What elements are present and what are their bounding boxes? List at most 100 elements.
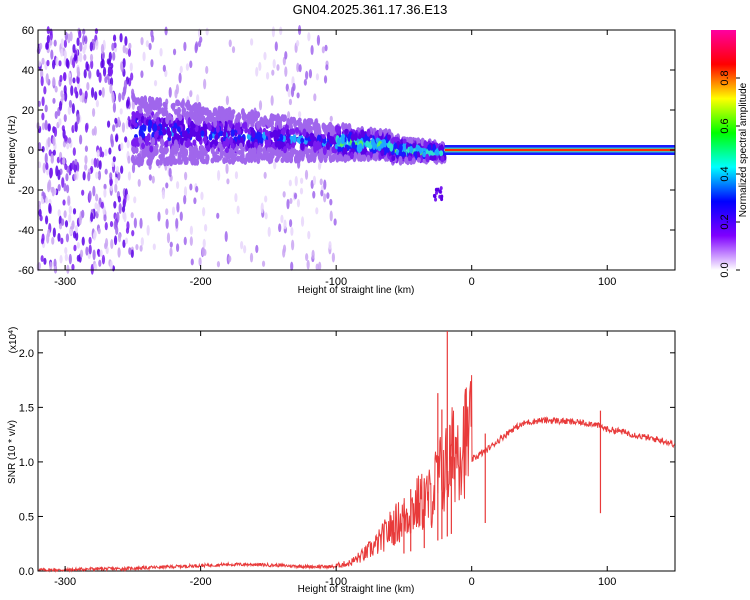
heatmap-cell — [138, 136, 143, 145]
heatmap-cell — [98, 259, 102, 267]
heatmap-cell — [40, 237, 45, 245]
heatmap-cell — [280, 214, 284, 224]
heatmap-cell — [45, 196, 49, 204]
heatmap-cell — [109, 221, 114, 228]
heatmap-cell — [63, 114, 67, 123]
heatmap-cell — [416, 157, 421, 163]
heatmap-cell — [228, 39, 232, 48]
heatmap-cell — [267, 226, 271, 238]
heatmap-cell — [183, 130, 188, 140]
heatmap-cell — [60, 218, 65, 226]
heatmap-cell — [346, 155, 351, 162]
heatmap-cell — [96, 149, 100, 158]
heatmap-cell — [303, 79, 307, 86]
heatmap-cell — [71, 263, 75, 271]
heatmap-cell — [193, 102, 198, 110]
snr-x-tick-label: -200 — [190, 576, 212, 588]
heatmap-cell — [123, 194, 127, 205]
heatmap-cell — [142, 51, 146, 62]
heatmap-cell — [71, 160, 76, 170]
heatmap-cell — [228, 255, 232, 263]
heatmap-cell — [298, 121, 303, 130]
heatmap-cell — [183, 41, 187, 52]
heatmap-cell — [312, 140, 317, 149]
heatmap-cell — [71, 220, 75, 230]
heatmap-cell — [268, 116, 273, 123]
heatmap-cell — [104, 168, 108, 175]
heatmap-cell — [154, 147, 159, 156]
heatmap-cell — [99, 249, 103, 258]
heatmap-cell — [315, 263, 319, 271]
heatmap-cell — [197, 40, 202, 48]
heatmap-cell — [118, 92, 122, 103]
heatmap-cell — [325, 64, 329, 71]
heatmap-cell — [214, 134, 219, 142]
heatmap-cell — [299, 187, 304, 195]
heatmap-cell — [230, 128, 235, 138]
heatmap-cell — [192, 139, 197, 146]
heatmap-cell — [90, 87, 95, 98]
heatmap-cell — [87, 171, 91, 182]
heatmap-cell — [109, 178, 113, 186]
heatmap-cell — [72, 230, 77, 239]
heatmap-cell — [277, 153, 282, 159]
heatmap-cell — [288, 179, 292, 187]
heatmap-cell — [103, 242, 108, 250]
heatmap-cell — [306, 259, 310, 270]
heatmap-cell — [166, 232, 171, 244]
heatmap-cell — [178, 114, 183, 121]
heatmap-cell — [227, 158, 232, 165]
heatmap-cell — [234, 193, 238, 203]
heatmap-cell — [230, 111, 235, 119]
heatmap-cell — [126, 139, 130, 149]
heatmap-cell — [176, 126, 181, 133]
heatmap-cell — [175, 181, 180, 190]
heatmap-cell — [83, 53, 87, 61]
heatmap-cell — [84, 90, 88, 100]
heatmap-cell — [215, 110, 220, 119]
heatmap-cell — [344, 128, 349, 135]
heatmap-cell — [97, 227, 101, 235]
heatmap-cell — [91, 128, 95, 136]
heatmap-cell — [64, 163, 68, 171]
heatmap-cell — [41, 146, 45, 153]
heatmap-cell — [139, 157, 144, 167]
heatmap-cell — [300, 216, 305, 227]
heatmap-cell — [115, 134, 119, 143]
heatmap-cell — [103, 214, 107, 222]
heatmap-cell — [59, 254, 63, 264]
heatmap-cell — [148, 42, 152, 51]
heatmap-cell — [360, 154, 365, 162]
heatmap-cell — [308, 69, 313, 79]
heatmap-cell — [165, 115, 170, 125]
heatmap-cell — [350, 133, 355, 142]
heatmap-cell — [72, 77, 76, 84]
heatmap-cell — [79, 249, 84, 258]
heatmap-cell — [50, 155, 54, 163]
heatmap-cell — [416, 137, 421, 146]
heatmap-cell — [158, 130, 163, 136]
snr-multiplier-base: (x10 — [8, 333, 19, 353]
colorbar: 0.0 0.2 0.4 0.6 0.8 Normalized spectral ampl… — [711, 30, 749, 278]
heatmap-cell — [351, 141, 356, 151]
heatmap-cell — [255, 131, 260, 141]
heatmap-cell — [69, 31, 73, 42]
heatmap-cell — [73, 54, 78, 62]
heatmap-cell — [79, 134, 83, 145]
heatmap-cell — [156, 100, 161, 110]
heatmap-cell — [206, 146, 211, 152]
heatmap-cell — [296, 40, 300, 47]
heatmap-cell — [331, 146, 336, 154]
heatmap-cell — [321, 134, 326, 140]
heatmap-cell — [205, 65, 209, 74]
heatmap-cell — [141, 142, 146, 150]
heatmap-cell — [302, 128, 307, 137]
heatmap-cell — [52, 149, 56, 156]
heatmap-cell — [304, 169, 309, 180]
heatmap-x-tick-label: -100 — [325, 276, 347, 288]
heatmap-cell — [278, 122, 283, 130]
heatmap-cell — [81, 209, 85, 219]
heatmap-cell — [60, 90, 64, 98]
heatmap-cell — [389, 143, 394, 152]
heatmap-cell — [183, 236, 187, 246]
